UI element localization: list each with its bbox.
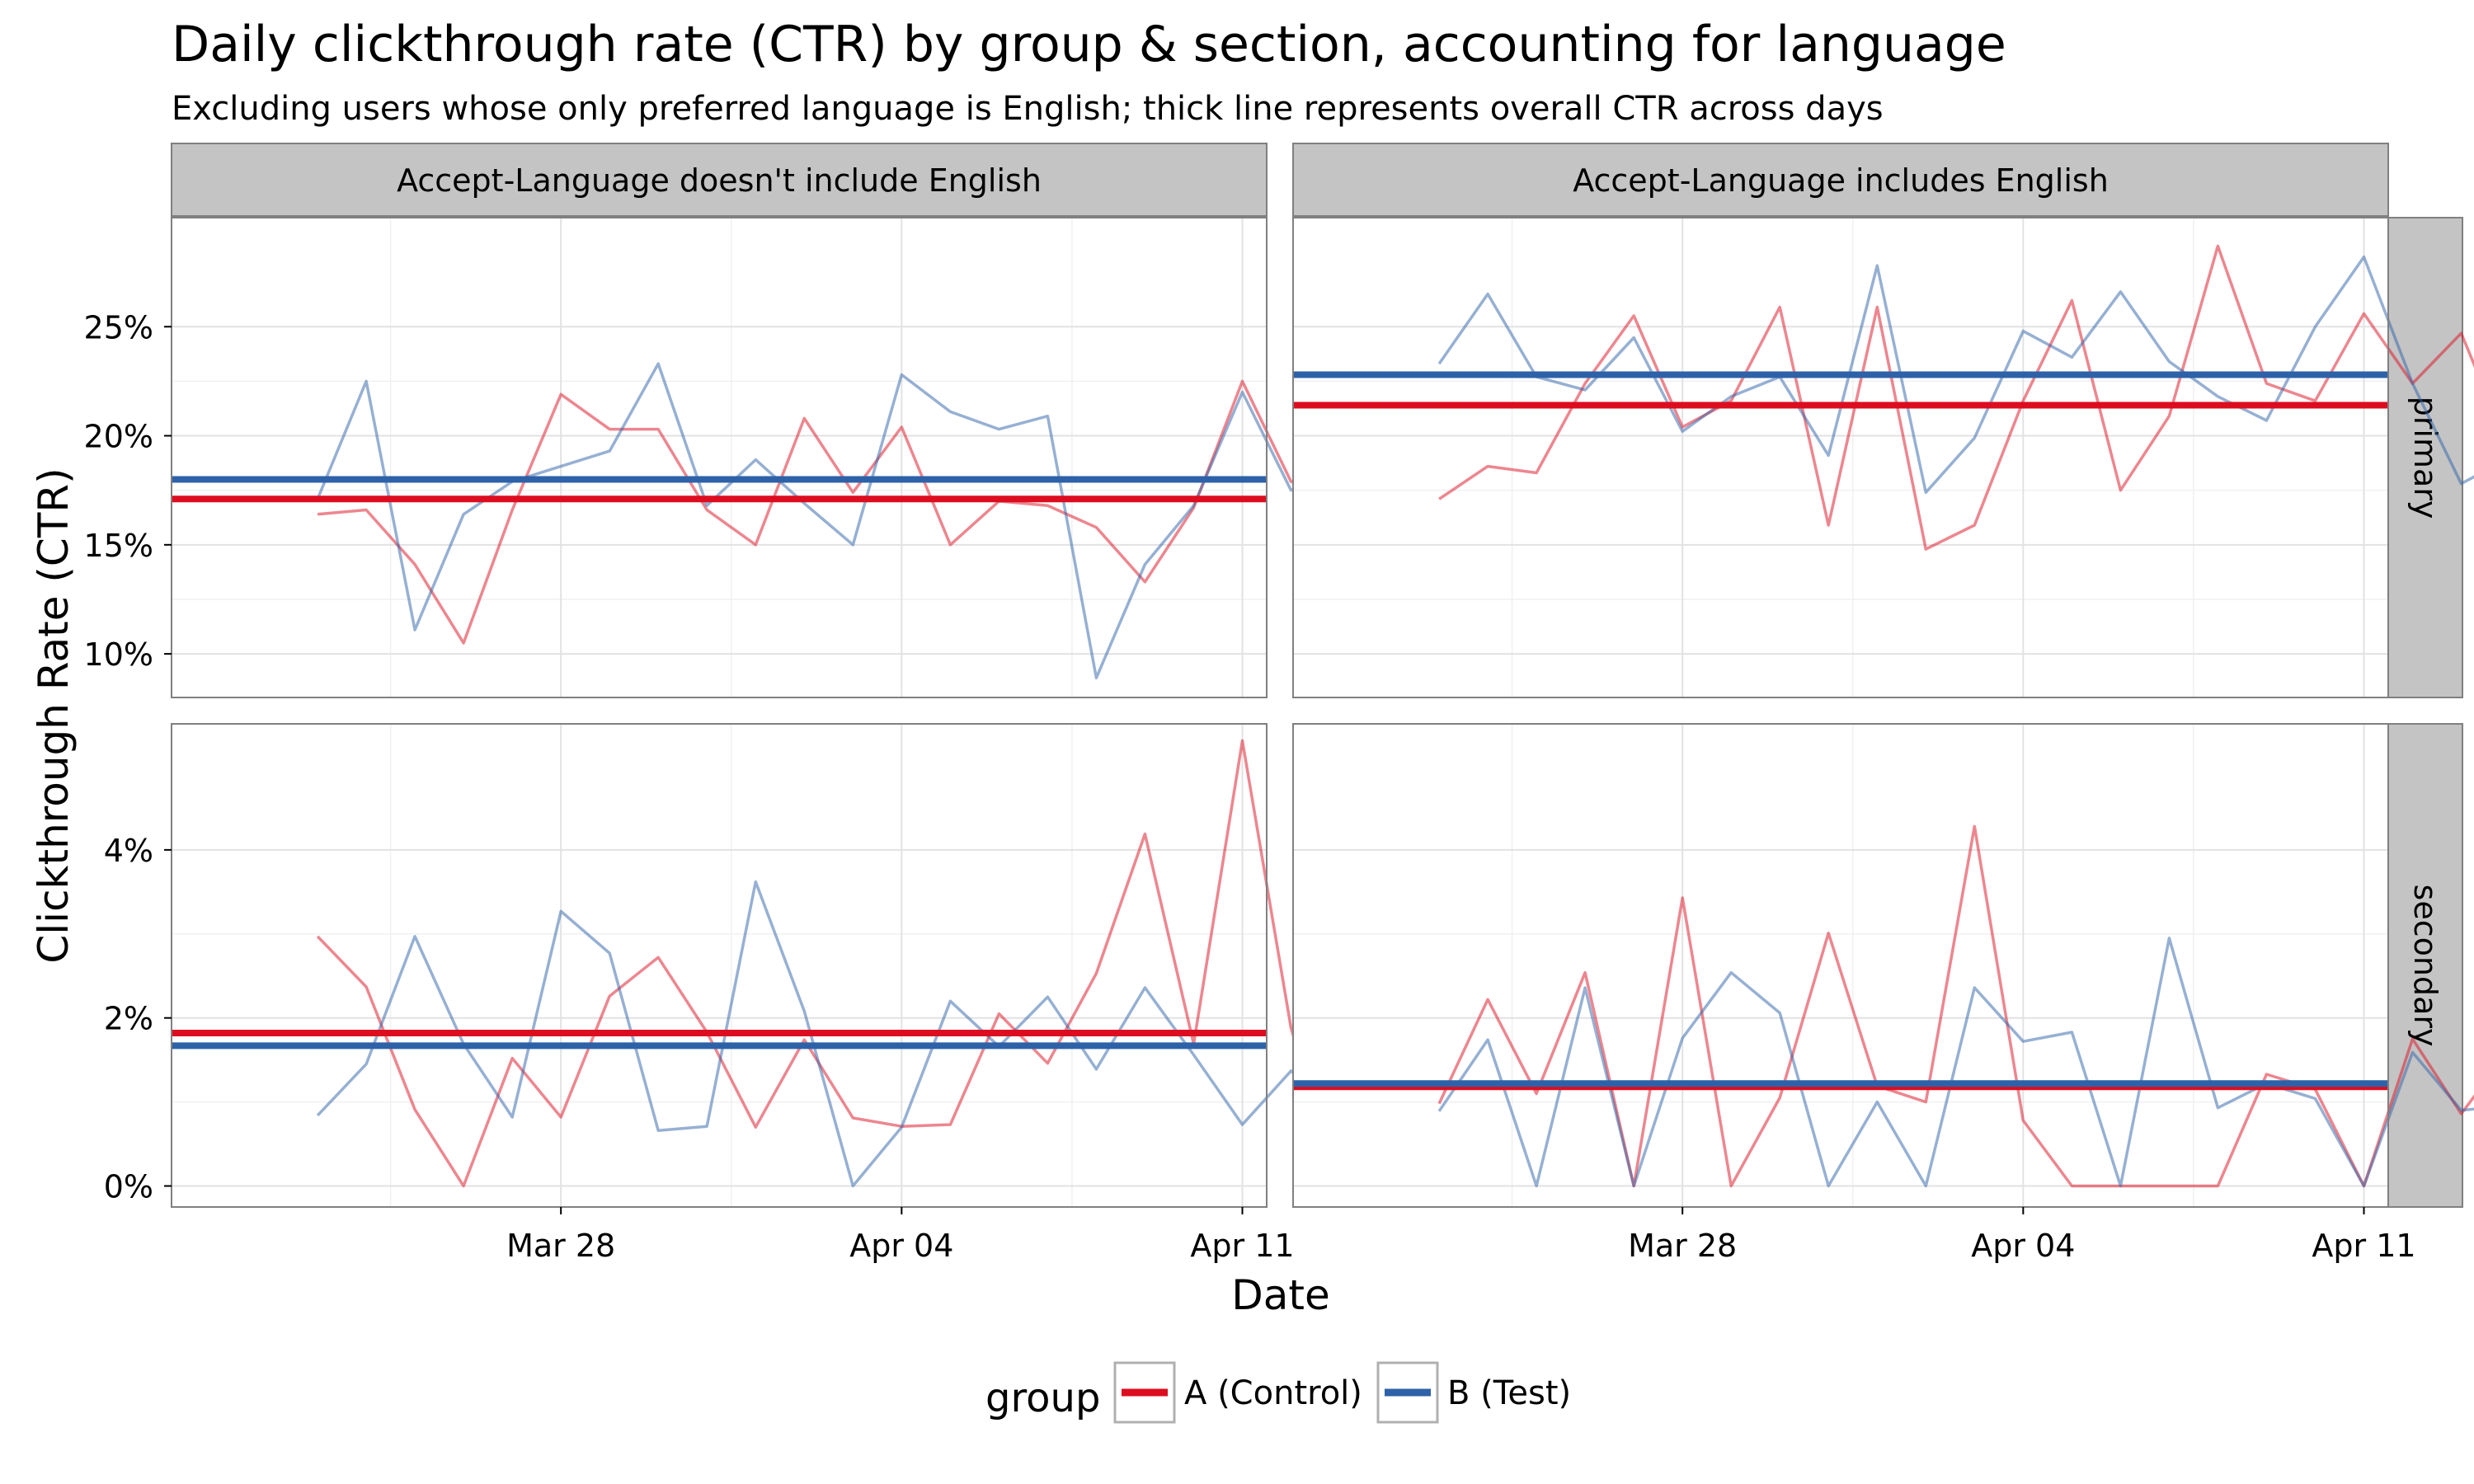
panel-background <box>1293 724 2388 1207</box>
legend-label-a: A (Control) <box>1184 1374 1362 1412</box>
legend-title: group <box>985 1375 1100 1421</box>
y-tick-label: 15% <box>84 528 153 564</box>
y-tick-label: 0% <box>104 1169 153 1205</box>
x-tick-label: Mar 28 <box>506 1228 615 1264</box>
legend: group A (Control) B (Test) <box>985 1363 1571 1422</box>
row-strip-label: primary <box>2407 397 2443 519</box>
panel-background <box>1293 218 2388 697</box>
column-strip-label: Accept-Language doesn't include English <box>397 162 1042 199</box>
y-tick-label: 25% <box>84 309 153 345</box>
x-tick-label: Apr 11 <box>2312 1228 2415 1264</box>
y-tick-label: 4% <box>104 833 153 869</box>
y-tick-label: 10% <box>84 636 153 673</box>
y-tick-label: 2% <box>104 1001 153 1037</box>
x-tick-label: Mar 28 <box>1628 1228 1737 1264</box>
panel-background <box>172 724 1267 1207</box>
y-tick-label: 20% <box>84 419 153 455</box>
chart-subtitle: Excluding users whose only preferred lan… <box>172 90 1884 128</box>
y-axis-title: Clickthrough Rate (CTR) <box>30 467 78 963</box>
x-tick-label: Apr 11 <box>1190 1228 1294 1264</box>
panels-layer: Accept-Language doesn't include English A… <box>84 143 2474 1264</box>
row-strip-label: secondary <box>2407 885 2443 1047</box>
x-tick-label: Apr 04 <box>849 1228 953 1264</box>
column-strip-label: Accept-Language includes English <box>1573 162 2109 199</box>
legend-label-b: B (Test) <box>1447 1374 1571 1412</box>
chart-title: Daily clickthrough rate (CTR) by group &… <box>172 16 2006 73</box>
x-axis-title: Date <box>1231 1271 1330 1319</box>
x-tick-label: Apr 04 <box>1971 1228 2075 1264</box>
